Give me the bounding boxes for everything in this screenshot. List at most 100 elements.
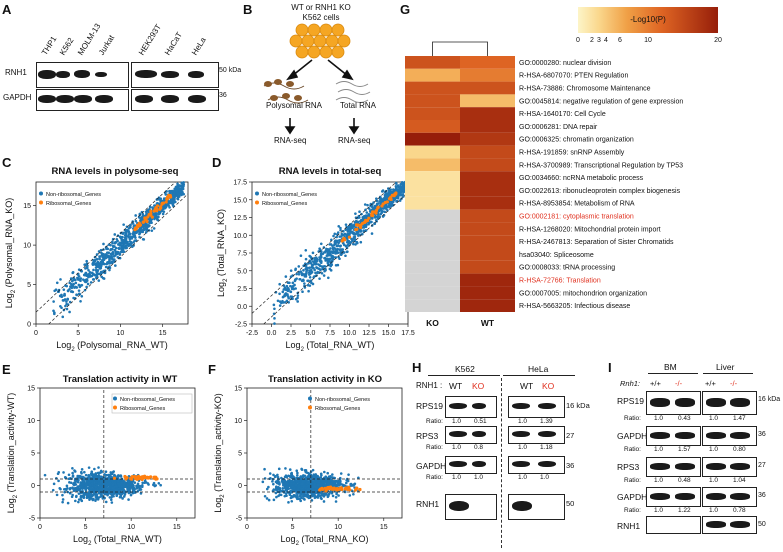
data-point-non-ribosomal <box>287 301 290 304</box>
data-point-non-ribosomal <box>319 484 322 488</box>
data-point-non-ribosomal <box>77 283 81 287</box>
data-point-non-ribosomal <box>125 225 129 229</box>
data-point-ribosomal <box>152 475 156 479</box>
data-point-non-ribosomal <box>138 235 141 239</box>
data-point-non-ribosomal <box>383 207 387 210</box>
data-point-non-ribosomal <box>338 257 341 261</box>
i-mw: 36 <box>758 492 766 499</box>
data-point-non-ribosomal <box>273 317 276 320</box>
data-point-non-ribosomal <box>144 230 148 234</box>
data-point-non-ribosomal <box>181 192 185 195</box>
data-point-non-ribosomal <box>304 273 308 277</box>
data-point-non-ribosomal <box>326 261 330 265</box>
data-point-non-ribosomal <box>283 301 287 304</box>
x-axis-label-part: Log <box>286 340 301 350</box>
h-band <box>512 403 530 409</box>
i-ratio-value: 0.43 <box>678 415 691 422</box>
data-point-non-ribosomal <box>84 473 88 477</box>
data-point-non-ribosomal <box>296 497 300 500</box>
data-point-ribosomal <box>336 487 341 492</box>
data-point-non-ribosomal <box>285 487 289 490</box>
data-point-non-ribosomal <box>170 200 173 203</box>
y-tick-label: 17.5 <box>233 180 247 187</box>
data-point-non-ribosomal <box>139 227 143 231</box>
data-point-non-ribosomal <box>323 477 327 480</box>
data-point-non-ribosomal <box>315 266 318 269</box>
x-tick-label: 5 <box>76 330 80 337</box>
h-ratio-value: 1.0 <box>452 418 462 425</box>
data-point-non-ribosomal <box>79 299 82 303</box>
data-point-non-ribosomal <box>61 500 64 504</box>
data-point-non-ribosomal <box>116 475 120 478</box>
data-point-non-ribosomal <box>352 492 355 496</box>
data-point-non-ribosomal <box>327 276 330 280</box>
heatmap-cell-wt <box>460 81 515 95</box>
arrows-icon <box>284 59 360 135</box>
data-point-non-ribosomal <box>105 492 109 496</box>
data-point-non-ribosomal <box>278 292 281 296</box>
data-point-non-ribosomal <box>326 248 329 252</box>
data-point-non-ribosomal <box>384 196 387 200</box>
data-point-non-ribosomal <box>367 207 371 210</box>
data-point-non-ribosomal <box>52 482 56 486</box>
data-point-non-ribosomal <box>72 296 75 300</box>
data-point-non-ribosomal <box>350 237 353 241</box>
data-point-non-ribosomal <box>129 242 132 246</box>
data-point-non-ribosomal <box>337 241 340 245</box>
data-point-non-ribosomal <box>90 497 93 500</box>
data-point-non-ribosomal <box>347 473 350 476</box>
heatmap-cell-ko <box>405 260 460 274</box>
data-point-non-ribosomal <box>117 483 120 487</box>
y-tick-label: -5 <box>236 516 242 523</box>
data-point-non-ribosomal <box>66 289 70 293</box>
x-axis-label-part: Log <box>73 534 88 544</box>
legend-tick: 10 <box>644 37 652 44</box>
data-point-non-ribosomal <box>335 483 338 486</box>
data-point-non-ribosomal <box>274 491 278 495</box>
data-point-non-ribosomal <box>261 480 265 484</box>
data-point-non-ribosomal <box>109 252 113 256</box>
data-point-non-ribosomal <box>282 483 285 486</box>
data-point-non-ribosomal <box>178 189 182 193</box>
h-ratio-value: 1.0 <box>452 444 462 451</box>
data-point-non-ribosomal <box>84 489 88 492</box>
data-point-non-ribosomal <box>112 245 115 249</box>
data-point-non-ribosomal <box>172 201 175 205</box>
data-point-non-ribosomal <box>94 266 98 269</box>
data-point-non-ribosomal <box>69 486 72 490</box>
h-protein-label: RPS19 <box>416 401 443 411</box>
h-ratio-value: 0.51 <box>474 418 487 425</box>
data-point-ribosomal <box>133 476 137 480</box>
data-point-non-ribosomal <box>272 473 275 477</box>
data-point-non-ribosomal <box>282 295 286 298</box>
data-point-ribosomal <box>160 201 164 205</box>
data-point-non-ribosomal <box>265 487 269 491</box>
data-point-non-ribosomal <box>388 204 392 207</box>
y-axis-label-part: Log <box>4 293 14 308</box>
h-mw: 16 kDa <box>566 401 590 410</box>
data-point-non-ribosomal <box>337 224 341 228</box>
legend-tick: 6 <box>618 37 622 44</box>
data-point-non-ribosomal <box>318 264 322 267</box>
data-point-non-ribosomal <box>318 494 322 498</box>
data-point-non-ribosomal <box>273 475 277 479</box>
data-point-non-ribosomal <box>88 483 92 487</box>
data-point-non-ribosomal <box>284 467 287 470</box>
data-point-ribosomal <box>389 197 393 201</box>
h-band <box>449 431 467 437</box>
data-point-non-ribosomal <box>96 487 99 491</box>
data-point-non-ribosomal <box>98 257 101 261</box>
data-point-non-ribosomal <box>319 252 323 256</box>
data-point-non-ribosomal <box>64 488 68 492</box>
data-point-non-ribosomal <box>351 225 354 229</box>
data-point-non-ribosomal <box>322 500 326 503</box>
rnh1-band <box>95 71 107 77</box>
data-point-non-ribosomal <box>376 215 379 218</box>
data-point-non-ribosomal <box>84 280 88 284</box>
legend-marker-non <box>39 191 43 196</box>
data-point-non-ribosomal <box>301 475 305 479</box>
data-point-non-ribosomal <box>283 288 287 291</box>
panel-g-label: G <box>400 2 411 17</box>
data-point-non-ribosomal <box>285 475 289 479</box>
data-point-non-ribosomal <box>97 466 100 469</box>
